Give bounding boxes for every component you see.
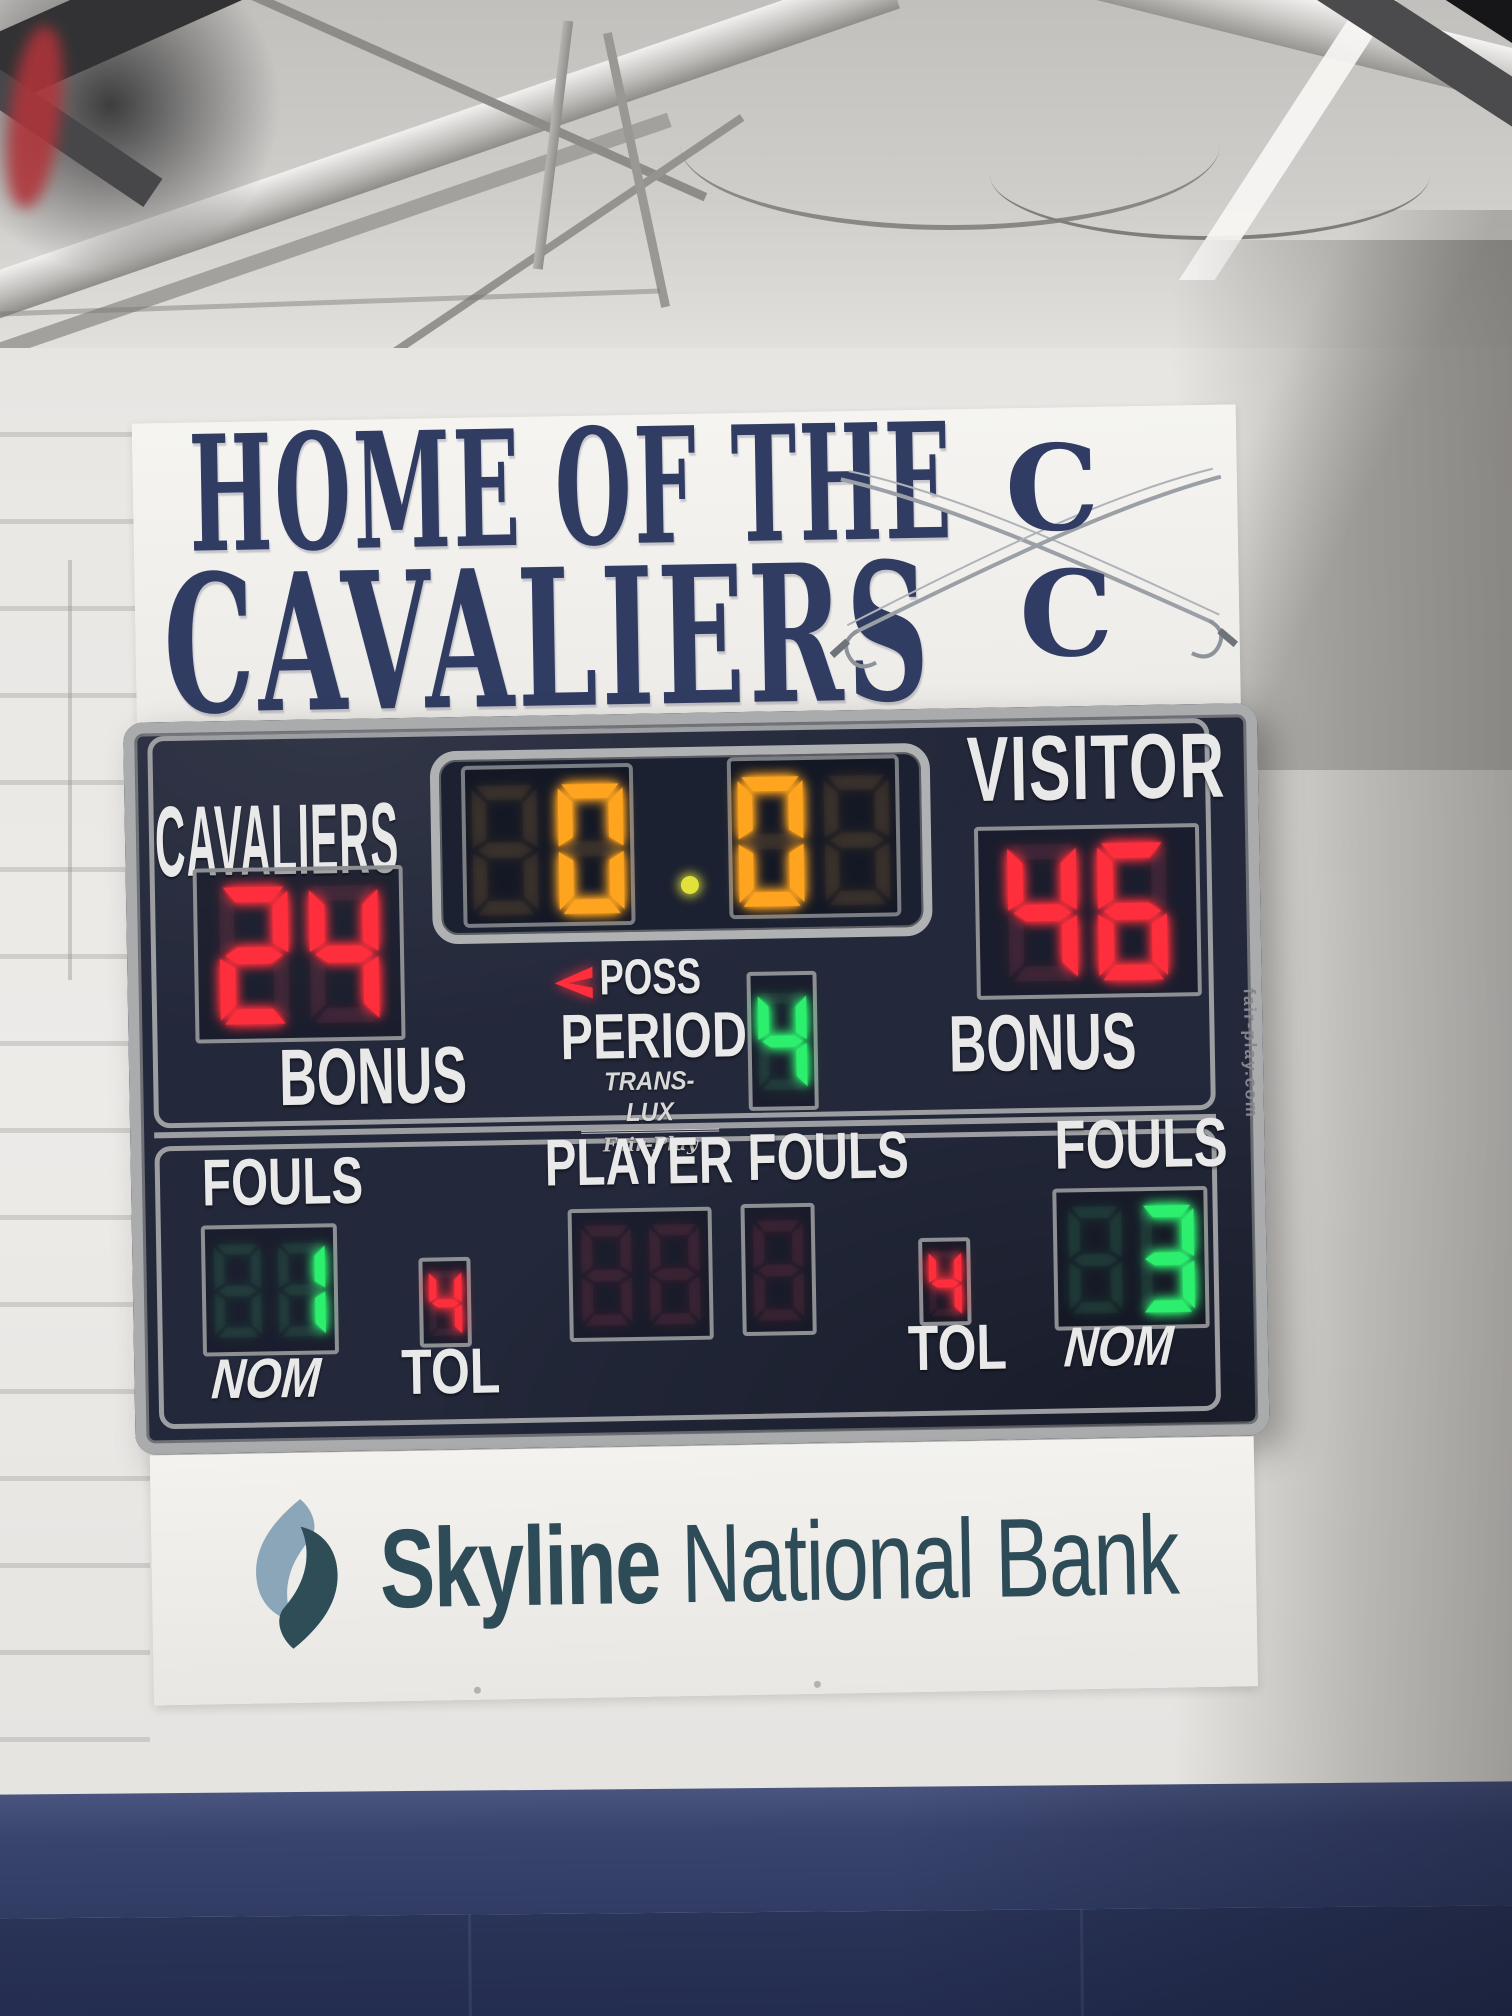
team-banner: HOME OF THE CAVALIERS C C <box>131 387 1242 757</box>
sponsor-name: Skyline National Bank <box>379 1493 1179 1632</box>
clock-left-digits <box>465 775 632 924</box>
scoreboard: CAVALIERS VISITOR BONUS BONUS <box>122 703 1270 1455</box>
game-clock <box>429 742 933 945</box>
scoreboard-assembly: HOME OF THE CAVALIERS C C CAVALIERS <box>116 308 1274 1710</box>
bottom-wall-band <box>0 1781 1512 2016</box>
monogram-top-c: C <box>1004 418 1100 559</box>
player-number-box <box>567 1206 714 1343</box>
player-number-display <box>576 1219 706 1331</box>
home-fouls-display <box>209 1235 331 1345</box>
hanging-cable <box>680 60 1220 230</box>
clock-decimal-dot <box>680 875 700 895</box>
period-label: PERIOD <box>559 997 748 1074</box>
home-score-display <box>205 879 394 1030</box>
player-label: PLAYER <box>544 1122 734 1200</box>
home-bonus-label: BONUS <box>278 1029 468 1123</box>
center-fouls-label: FOULS <box>747 1117 910 1194</box>
visitor-label: VISITOR <box>966 714 1227 822</box>
period-display <box>753 981 813 1102</box>
monogram-bottom-c: C <box>1018 544 1114 676</box>
screw <box>813 1680 821 1688</box>
visitor-nom-label: NOM <box>1062 1313 1176 1379</box>
period-box <box>746 970 819 1111</box>
visitor-tol-box <box>918 1237 972 1327</box>
visitor-score-display <box>986 835 1189 988</box>
home-score-box <box>192 864 406 1044</box>
clock-right-digits <box>731 766 898 915</box>
home-nom-label: NOM <box>209 1345 323 1411</box>
visitor-fouls-label: FOULS <box>1053 1103 1229 1184</box>
wall-seam <box>0 288 660 317</box>
fairplay-frame-brand: fair-play.com <box>1239 988 1262 1119</box>
visitor-tol-display <box>924 1247 965 1320</box>
home-tol-display <box>425 1267 466 1340</box>
center-fouls-box <box>740 1202 817 1337</box>
possession-arrow-icon <box>554 966 593 999</box>
ceiling-structure <box>0 0 1512 348</box>
sponsor-panel: Skyline National Bank <box>149 1436 1258 1706</box>
visitor-fouls-box <box>1052 1185 1210 1331</box>
poss-label: POSS <box>599 947 702 1006</box>
sponsor-name-bold: Skyline <box>378 1501 661 1632</box>
band-shadow <box>0 1781 1512 2016</box>
clock-window-right <box>726 754 902 920</box>
center-fouls-display <box>747 1215 811 1326</box>
visitor-tol-label: TOL <box>907 1310 1008 1385</box>
crossed-sabers-emblem: C C <box>829 418 1239 676</box>
home-tol-label: TOL <box>400 1334 501 1409</box>
visitor-fouls-display <box>1062 1198 1200 1320</box>
cinder-block-wall <box>0 350 150 1790</box>
home-tol-box <box>418 1256 472 1348</box>
skyline-bank-logo <box>256 1499 338 1649</box>
home-fouls-box <box>200 1223 340 1357</box>
block-seam <box>68 560 72 980</box>
home-fouls-label: FOULS <box>201 1142 364 1220</box>
visitor-bonus-label: BONUS <box>947 996 1138 1089</box>
sponsor-name-rest: National Bank <box>658 1492 1179 1627</box>
visitor-score-box <box>973 823 1202 1000</box>
screw <box>473 1686 481 1694</box>
clock-window-left <box>460 762 636 928</box>
